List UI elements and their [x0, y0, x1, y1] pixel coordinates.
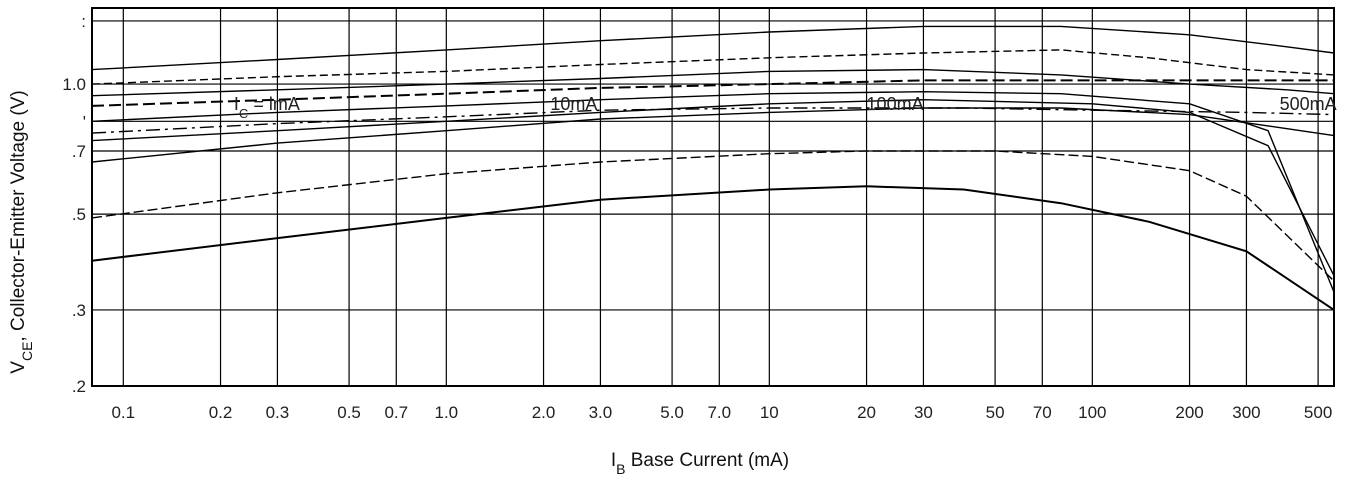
x-tick-label: 0.5: [337, 403, 361, 422]
curve-annotations: IC = lmA 10mA 100mA 500mA: [234, 94, 1337, 121]
y-tick-label: .7: [72, 142, 86, 161]
y-tick-label: 1.0: [62, 75, 86, 94]
plot-frame: [91, 7, 1335, 387]
series-10-line: [91, 25, 1335, 71]
y-tick-label: .2: [72, 377, 86, 396]
y-tick-label: :: [81, 12, 86, 31]
y-axis-label: VCE, Collector-Emitter Voltage (V): [8, 90, 35, 373]
x-tick-label: 0.3: [266, 403, 290, 422]
series-2-line: [91, 150, 1335, 282]
curve-annotation: 100mA: [867, 94, 924, 114]
x-axis-label: IB Base Current (mA): [611, 450, 789, 477]
x-tick-label: 100: [1078, 403, 1106, 422]
y-tick-label: ': [83, 112, 86, 131]
x-tick-label: 70: [1033, 403, 1052, 422]
x-tick-labels: 0.1 0.2 0.3 0.5 0.7 1.0 2.0 3.0 5.0 7.0 10 20 30 50 70…: [111, 403, 1332, 422]
x-tick-label: 0.1: [111, 403, 135, 422]
y-tick-label: .3: [72, 301, 86, 320]
x-tick-label: 10: [760, 403, 779, 422]
x-tick-label: 500: [1304, 403, 1332, 422]
series-3-line: [91, 107, 1335, 163]
x-tick-label: 20: [857, 403, 876, 422]
grid: [92, 8, 1334, 387]
curve-annotation: 10mA: [550, 94, 597, 114]
x-tick-label: 7.0: [707, 403, 731, 422]
series-4-line: [91, 98, 1335, 277]
series-8-line: [91, 68, 1335, 97]
x-tick-label: 5.0: [660, 403, 684, 422]
y-tick-label: .5: [72, 205, 86, 224]
x-tick-label: 0.7: [384, 403, 408, 422]
y-tick-labels: : 1.0 ' .7 .5 .3 .2: [62, 12, 86, 396]
series-5-line: [91, 107, 1335, 134]
x-tick-label: 0.2: [209, 403, 233, 422]
series-7-line: [91, 79, 1334, 107]
series-9-line: [91, 49, 1335, 85]
curve-group: [91, 25, 1335, 311]
x-tick-label: 50: [986, 403, 1005, 422]
series-6-line: [91, 90, 1335, 293]
x-tick-label: 30: [914, 403, 933, 422]
series-1-line: [91, 185, 1335, 311]
x-tick-label: 1.0: [434, 403, 458, 422]
x-tick-label: 3.0: [589, 403, 613, 422]
curve-annotation: IC = lmA: [234, 94, 300, 121]
x-tick-label: 300: [1232, 403, 1260, 422]
x-tick-label: 2.0: [532, 403, 556, 422]
x-tick-label: 200: [1175, 403, 1203, 422]
curve-annotation: 500mA: [1280, 94, 1337, 114]
